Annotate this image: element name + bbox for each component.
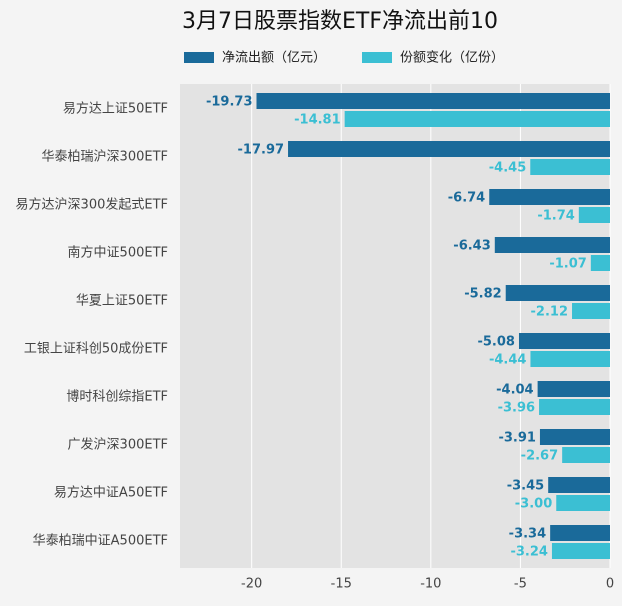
- x-tick-label: -20: [241, 577, 262, 592]
- legend-swatch: [184, 52, 214, 63]
- value-label: -3.91: [498, 431, 535, 446]
- bar: [256, 93, 610, 109]
- legend-swatch: [362, 52, 392, 63]
- value-label: -3.96: [498, 401, 535, 416]
- y-tick-label: 广发沪深300ETF: [68, 437, 168, 453]
- value-label: -17.97: [238, 143, 285, 158]
- y-tick-label: 华夏上证50ETF: [76, 294, 168, 309]
- value-label: -6.74: [448, 191, 485, 206]
- bar: [530, 159, 610, 175]
- bar: [562, 447, 610, 463]
- y-tick-label: 华泰柏瑞中证A500ETF: [33, 534, 168, 549]
- bar: [530, 351, 610, 367]
- bar: [344, 111, 610, 127]
- legend-label: 份额变化（亿份）: [400, 50, 504, 66]
- bar: [590, 255, 610, 271]
- bar: [548, 477, 610, 493]
- value-label: -4.45: [489, 161, 526, 176]
- value-label: -6.43: [453, 239, 490, 254]
- bar: [551, 543, 610, 559]
- value-label: -3.24: [510, 545, 547, 560]
- x-tick-label: 0: [606, 577, 614, 592]
- legend-label: 净流出额（亿元）: [222, 51, 326, 66]
- value-label: -19.73: [206, 95, 253, 110]
- value-label: -3.45: [507, 479, 544, 494]
- bar: [556, 495, 610, 511]
- value-label: -14.81: [294, 113, 341, 128]
- value-label: -4.44: [489, 353, 526, 368]
- bar: [518, 333, 610, 349]
- value-label: -2.67: [521, 449, 558, 464]
- bar: [539, 429, 610, 445]
- bar: [489, 189, 610, 205]
- value-label: -2.12: [531, 305, 568, 320]
- x-tick-label: -15: [331, 577, 352, 592]
- value-label: -1.74: [537, 209, 574, 224]
- y-tick-label: 博时科创综指ETF: [66, 390, 168, 405]
- bar: [505, 285, 610, 301]
- bar: [578, 207, 610, 223]
- bar: [539, 399, 610, 415]
- bar: [572, 303, 610, 319]
- bar: [537, 381, 610, 397]
- value-label: -4.04: [496, 383, 533, 398]
- value-label: -5.08: [477, 335, 514, 350]
- value-label: -3.00: [515, 497, 552, 512]
- bar: [550, 525, 610, 541]
- x-tick-label: -10: [420, 577, 441, 592]
- x-tick-label: -5: [514, 577, 527, 592]
- y-tick-label: 易方达中证A50ETF: [54, 485, 168, 501]
- bar: [494, 237, 610, 253]
- value-label: -1.07: [549, 257, 586, 272]
- y-tick-label: 工银上证科创50成份ETF: [24, 342, 168, 357]
- y-tick-label: 华泰柏瑞沪深300ETF: [42, 149, 168, 165]
- y-tick-label: 易方达上证50ETF: [63, 101, 168, 117]
- value-label: -3.34: [509, 527, 546, 542]
- bar: [288, 141, 610, 157]
- value-label: -5.82: [464, 287, 501, 302]
- chart-title: 3月7日股票指数ETF净流出前10: [182, 9, 498, 34]
- y-tick-label: 易方达沪深300发起式ETF: [16, 197, 168, 213]
- y-tick-label: 南方中证500ETF: [68, 245, 168, 261]
